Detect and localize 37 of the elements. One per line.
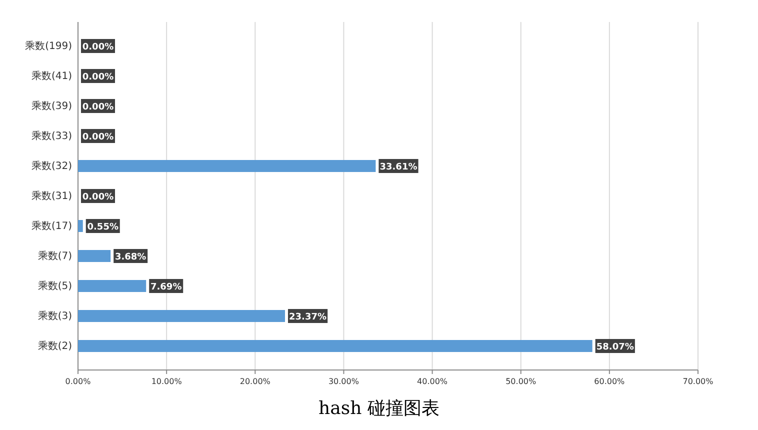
- data-label: 58.07%: [596, 342, 634, 352]
- y-tick-label: 乘数(3): [38, 310, 72, 322]
- y-tick-label: 乘数(41): [31, 70, 72, 82]
- bar: [78, 280, 146, 292]
- x-tick-label: 40.00%: [417, 377, 448, 386]
- data-label: 33.61%: [380, 162, 418, 172]
- x-tick-label: 0.00%: [65, 377, 92, 386]
- x-tick-label: 50.00%: [506, 377, 536, 386]
- data-label: 0.00%: [82, 192, 114, 202]
- x-tick-label: 10.00%: [151, 377, 182, 386]
- y-tick-label: 乘数(7): [38, 250, 72, 262]
- data-label: 0.00%: [82, 132, 114, 142]
- bar: [78, 310, 285, 322]
- data-label: 0.00%: [82, 72, 114, 82]
- y-tick-label: 乘数(199): [25, 40, 72, 52]
- y-tick-label: 乘数(33): [31, 130, 72, 142]
- bar: [78, 340, 592, 352]
- data-label: 0.00%: [82, 102, 114, 112]
- x-tick-label: 20.00%: [240, 377, 271, 386]
- x-tick-label: 30.00%: [328, 377, 360, 386]
- text: hash 碰撞图表: [318, 398, 440, 419]
- data-label: 23.37%: [289, 312, 327, 322]
- data-label: 7.69%: [150, 282, 182, 292]
- y-tick-label: 乘数(39): [31, 100, 72, 112]
- bar: [78, 250, 111, 262]
- bar: [78, 220, 83, 232]
- data-label: 0.00%: [82, 42, 114, 52]
- y-tick-label: 乘数(31): [31, 190, 72, 202]
- x-tick-label: 70.00%: [682, 377, 714, 386]
- data-label: 0.55%: [87, 222, 118, 232]
- y-tick-label: 乘数(5): [38, 280, 72, 292]
- y-tick-label: 乘数(17): [31, 220, 72, 232]
- x-tick-label: 60.00%: [594, 377, 626, 386]
- bar: [78, 160, 376, 172]
- y-tick-label: 乘数(32): [31, 160, 72, 172]
- data-label: 3.68%: [114, 252, 146, 262]
- y-tick-label: 乘数(2): [38, 340, 72, 352]
